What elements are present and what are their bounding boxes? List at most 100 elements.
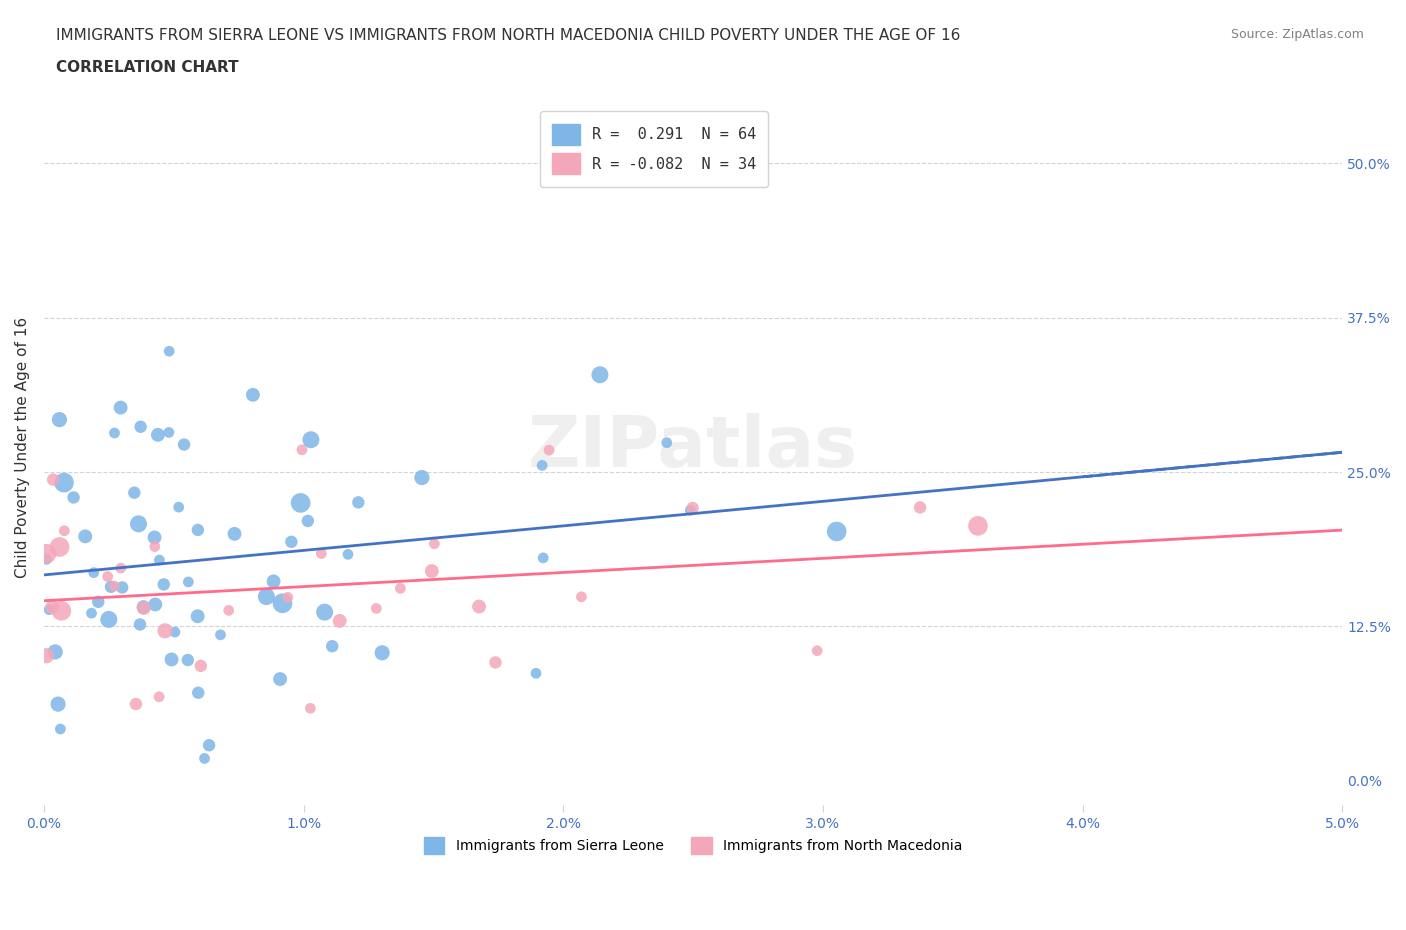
- Point: [314, 604, 336, 619]
- Point: [311, 546, 333, 561]
- Point: [53, 475, 76, 490]
- Point: [48, 539, 70, 554]
- Legend: Immigrants from Sierra Leone, Immigrants from North Macedonia: Immigrants from Sierra Leone, Immigrants…: [418, 831, 969, 859]
- Point: [366, 601, 388, 616]
- Point: [263, 574, 285, 589]
- Point: [143, 597, 166, 612]
- Point: [132, 600, 155, 615]
- Point: [75, 529, 97, 544]
- Point: [148, 689, 170, 704]
- Text: ZIPatlas: ZIPatlas: [529, 413, 858, 482]
- Point: [111, 580, 134, 595]
- Point: [198, 737, 221, 752]
- Point: [160, 652, 183, 667]
- Point: [371, 645, 394, 660]
- Point: [679, 503, 702, 518]
- Point: [187, 523, 209, 538]
- Point: [100, 579, 122, 594]
- Point: [290, 496, 312, 511]
- Point: [336, 547, 359, 562]
- Point: [49, 722, 72, 737]
- Point: [589, 367, 612, 382]
- Point: [908, 500, 931, 515]
- Point: [51, 604, 73, 618]
- Point: [531, 551, 554, 565]
- Point: [468, 599, 491, 614]
- Point: [423, 537, 446, 551]
- Point: [129, 419, 152, 434]
- Point: [825, 524, 848, 538]
- Point: [389, 581, 412, 596]
- Point: [143, 539, 166, 554]
- Point: [531, 458, 554, 472]
- Point: [38, 603, 60, 618]
- Point: [48, 412, 70, 427]
- Point: [411, 470, 433, 485]
- Point: [129, 617, 152, 631]
- Point: [103, 578, 125, 593]
- Point: [173, 437, 195, 452]
- Point: [291, 443, 314, 458]
- Point: [163, 625, 186, 640]
- Point: [269, 671, 291, 686]
- Point: [329, 614, 352, 629]
- Point: [44, 644, 66, 659]
- Point: [484, 655, 506, 670]
- Point: [124, 485, 146, 500]
- Point: [682, 500, 704, 515]
- Point: [157, 344, 180, 359]
- Point: [347, 495, 370, 510]
- Point: [177, 575, 200, 590]
- Point: [53, 524, 76, 538]
- Point: [97, 569, 120, 584]
- Point: [538, 443, 561, 458]
- Point: [242, 388, 264, 403]
- Point: [41, 600, 63, 615]
- Point: [87, 594, 110, 609]
- Point: [271, 596, 294, 611]
- Point: [218, 603, 240, 618]
- Point: [209, 628, 232, 643]
- Point: [125, 697, 148, 711]
- Point: [62, 490, 84, 505]
- Point: [806, 644, 828, 658]
- Point: [110, 561, 132, 576]
- Point: [524, 666, 547, 681]
- Point: [299, 701, 322, 716]
- Point: [655, 435, 678, 450]
- Point: [571, 590, 593, 604]
- Point: [299, 432, 322, 447]
- Point: [190, 658, 212, 673]
- Point: [420, 564, 443, 578]
- Point: [224, 526, 246, 541]
- Point: [80, 605, 103, 620]
- Point: [321, 639, 343, 654]
- Point: [297, 513, 319, 528]
- Point: [35, 648, 58, 663]
- Point: [277, 590, 299, 604]
- Point: [167, 499, 190, 514]
- Point: [177, 653, 200, 668]
- Y-axis label: Child Poverty Under the Age of 16: Child Poverty Under the Age of 16: [15, 317, 30, 578]
- Text: Source: ZipAtlas.com: Source: ZipAtlas.com: [1230, 28, 1364, 41]
- Point: [148, 552, 170, 567]
- Point: [280, 535, 302, 550]
- Point: [132, 601, 155, 616]
- Text: IMMIGRANTS FROM SIERRA LEONE VS IMMIGRANTS FROM NORTH MACEDONIA CHILD POVERTY UN: IMMIGRANTS FROM SIERRA LEONE VS IMMIGRAN…: [56, 28, 960, 43]
- Point: [97, 612, 120, 627]
- Point: [35, 551, 58, 566]
- Point: [157, 425, 180, 440]
- Point: [35, 546, 58, 561]
- Point: [42, 472, 65, 487]
- Point: [46, 697, 69, 711]
- Point: [83, 565, 105, 580]
- Point: [146, 428, 169, 443]
- Point: [110, 400, 132, 415]
- Point: [152, 577, 174, 591]
- Point: [967, 518, 990, 533]
- Point: [143, 530, 166, 545]
- Point: [153, 623, 176, 638]
- Point: [187, 685, 209, 700]
- Point: [254, 590, 277, 604]
- Point: [128, 516, 150, 531]
